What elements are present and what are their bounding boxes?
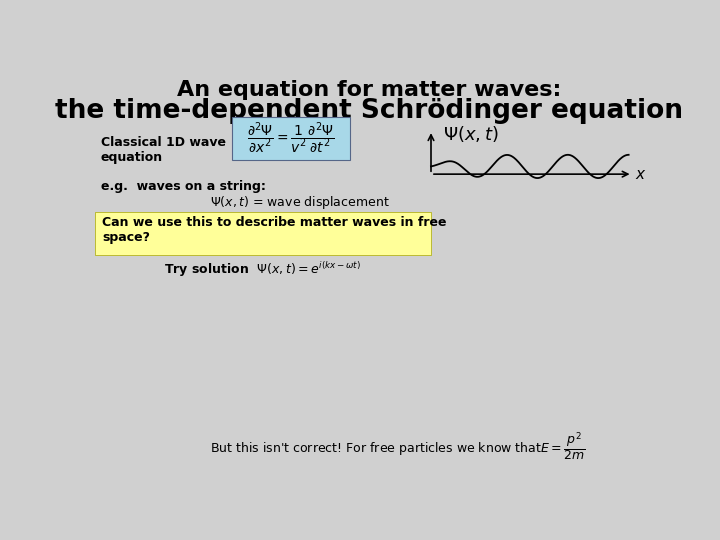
Text: Try solution  $\Psi\left(x,t\right)=e^{i(kx-\omega t)}$: Try solution $\Psi\left(x,t\right)=e^{i(… xyxy=(163,260,361,279)
Text: Can we use this to describe matter waves in free
space?: Can we use this to describe matter waves… xyxy=(102,215,447,244)
Text: e.g.  waves on a string:: e.g. waves on a string: xyxy=(101,180,266,193)
Text: $\Psi(x,t)$ = wave displacement: $\Psi(x,t)$ = wave displacement xyxy=(210,194,390,211)
Text: $\dfrac{\partial^2\Psi}{\partial x^2} = \dfrac{1}{v^2}\dfrac{\partial^2\Psi}{\pa: $\dfrac{\partial^2\Psi}{\partial x^2} = … xyxy=(247,120,335,156)
FancyBboxPatch shape xyxy=(232,117,350,160)
Text: Classical 1D wave
equation: Classical 1D wave equation xyxy=(101,136,226,164)
Text: But this isn't correct! For free particles we know that$E=\dfrac{p^2}{2m}$: But this isn't correct! For free particl… xyxy=(210,430,585,463)
Text: the time-dependent Schrödinger equation: the time-dependent Schrödinger equation xyxy=(55,98,683,124)
Text: $\nu$ = wave velocity: $\nu$ = wave velocity xyxy=(210,212,323,229)
FancyBboxPatch shape xyxy=(94,212,431,255)
Text: $x$: $x$ xyxy=(635,167,647,181)
Text: $\Psi(x,t)$: $\Psi(x,t)$ xyxy=(443,124,498,144)
Text: An equation for matter waves:: An equation for matter waves: xyxy=(177,80,561,100)
